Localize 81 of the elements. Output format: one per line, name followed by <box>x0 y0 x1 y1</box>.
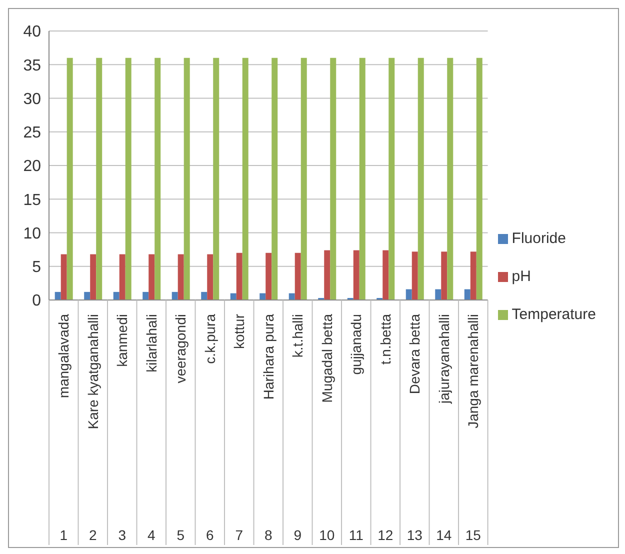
y-tick-label: 0 <box>32 292 42 310</box>
x-tick-label: Kare kyatganahalli <box>84 314 101 430</box>
bar <box>242 58 248 300</box>
x-tick-label: k.t.halli <box>290 314 306 358</box>
bar <box>294 252 301 300</box>
bar <box>90 254 96 300</box>
text: 6 <box>206 527 214 543</box>
y-tick-label: 30 <box>23 90 42 108</box>
legend-label: pH <box>512 268 531 285</box>
bar <box>84 292 90 300</box>
x-tick-label: gujjanadu <box>348 314 364 375</box>
text: 9 <box>294 527 302 543</box>
bar <box>470 252 476 300</box>
bar <box>184 58 190 300</box>
bar <box>300 58 307 300</box>
bar <box>330 58 336 300</box>
bar <box>178 254 184 300</box>
x-tick-label: kottur <box>231 314 248 350</box>
bar <box>207 254 214 300</box>
text: 3 <box>118 527 126 543</box>
bar <box>359 58 366 300</box>
x-tick-label: c.k.pura <box>202 314 218 364</box>
x-tick-label: veeragondi <box>172 314 189 384</box>
x-tick-label: Mugadal betta <box>318 314 335 403</box>
bar <box>213 58 220 300</box>
bar <box>406 289 412 300</box>
text: 15 <box>465 527 482 543</box>
bar <box>476 58 482 300</box>
bar <box>272 58 278 300</box>
bar <box>435 289 442 300</box>
text: 13 <box>406 527 423 543</box>
bar <box>172 292 178 300</box>
legend-label: Fluoride <box>512 230 566 247</box>
bar <box>113 292 120 300</box>
y-tick-label: 25 <box>23 124 42 142</box>
bar <box>418 58 424 300</box>
text: 7 <box>235 527 244 543</box>
x-tick-label: mangalavada <box>56 314 72 398</box>
bar <box>66 58 73 300</box>
text: 1 <box>60 527 68 543</box>
text: 2 <box>88 527 97 543</box>
y-tick-label: 10 <box>23 225 42 242</box>
bar <box>125 58 132 300</box>
bar <box>236 252 242 300</box>
bar <box>154 58 161 300</box>
x-tick-label: kanmedi <box>114 314 130 367</box>
bar <box>60 254 67 300</box>
bar <box>388 58 395 300</box>
x-tick-label: jajurayanahalli <box>436 314 452 405</box>
bar <box>447 58 454 300</box>
y-tick-label: 5 <box>32 259 42 276</box>
bar <box>96 58 102 300</box>
x-tick-label: t.n.betta <box>377 314 394 365</box>
text: 8 <box>264 527 272 543</box>
legend-label: Temperature <box>512 306 596 323</box>
x-tick-label: Janga marenahalli <box>465 314 482 428</box>
y-tick-label: 20 <box>23 158 42 176</box>
text: 11 <box>348 527 364 543</box>
bar <box>464 289 470 300</box>
bar <box>266 252 272 300</box>
bar <box>119 254 126 300</box>
x-tick-label: Devara betta <box>406 314 423 394</box>
bar <box>54 292 61 300</box>
text: 4 <box>147 527 156 543</box>
bar <box>382 250 389 300</box>
y-tick-label: 15 <box>23 192 42 209</box>
text: 10 <box>319 527 335 543</box>
x-tick-label: kilarlahali <box>143 314 160 372</box>
bar <box>441 252 448 300</box>
y-tick-label: 40 <box>23 24 42 41</box>
bar <box>142 292 149 300</box>
bar <box>148 254 155 300</box>
text: 12 <box>378 527 394 543</box>
bar <box>201 292 208 300</box>
bar <box>412 252 418 300</box>
text: 14 <box>436 527 452 543</box>
y-tick-label: 35 <box>23 57 42 74</box>
bar <box>353 250 360 300</box>
bar <box>324 250 330 300</box>
x-tick-label: Harihara pura <box>260 314 276 400</box>
text: 5 <box>176 527 185 543</box>
